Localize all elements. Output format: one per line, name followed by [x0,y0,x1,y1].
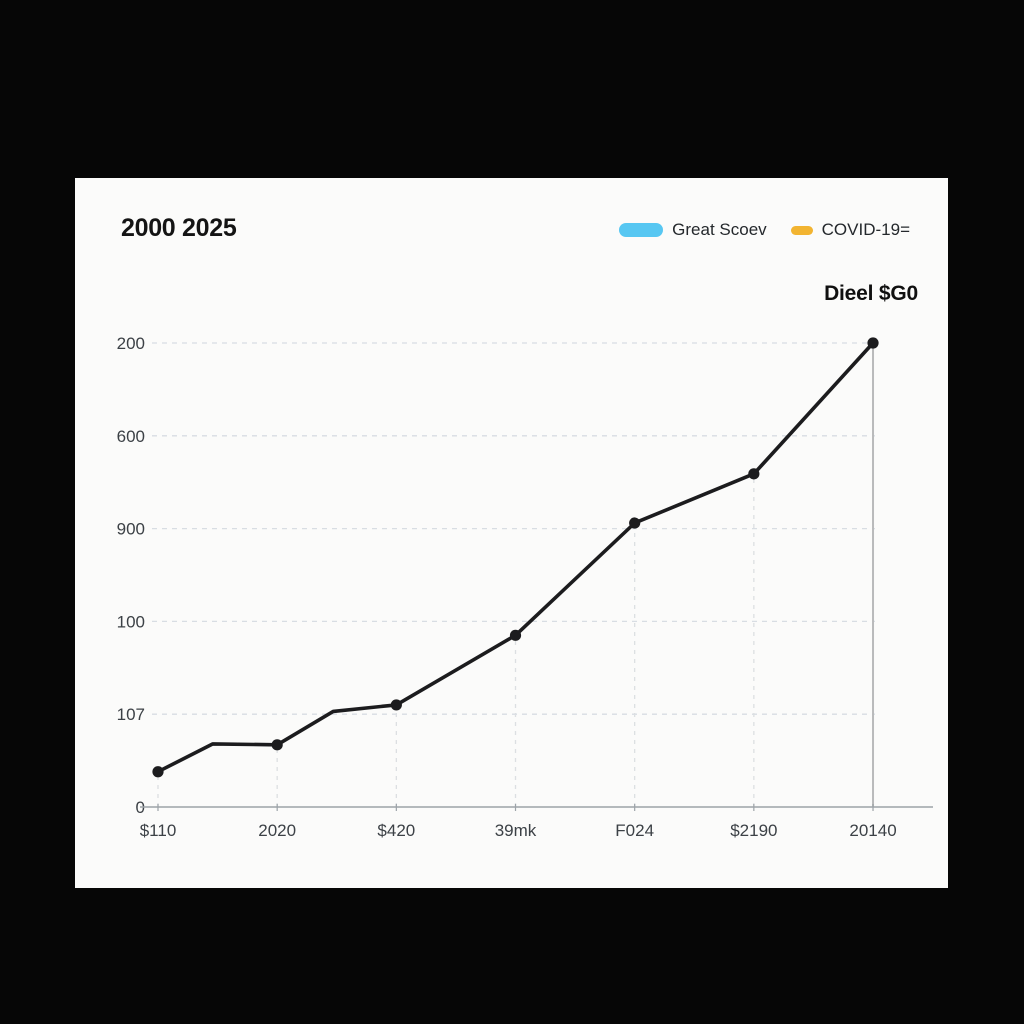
y-axis-tick-label: 100 [117,612,145,631]
x-axis-tick-label: 2020 [258,821,296,840]
chart-legend: Great Scoev COVID-19= [619,220,910,240]
legend-item-covid-19[interactable]: COVID-19= [790,220,910,240]
chart-card: 2006009001001070$1102020$42039mkF024$219… [75,178,948,888]
data-point-marker [271,739,283,751]
data-point-marker [867,337,879,349]
data-point-marker [629,517,641,529]
legend-label-great-scoev: Great Scoev [672,220,767,239]
x-axis-tick-label: 39mk [495,821,537,840]
y-axis-tick-label: 107 [117,705,145,724]
chart-title: 2000 2025 [121,214,237,242]
data-point-marker [509,629,522,641]
y-axis-tick-label: 900 [117,520,145,539]
data-point-marker [748,468,760,480]
x-axis-tick-label: 20140 [849,821,896,840]
data-point-marker [390,699,402,711]
legend-swatch-yellow-icon [790,225,813,235]
y-axis-tick-label: 600 [117,427,145,446]
x-axis-tick-label: $110 [140,821,177,840]
x-axis-tick-label: F024 [615,821,654,840]
x-axis-tick-label: $2190 [730,821,777,840]
legend-item-great-scoev[interactable]: Great Scoev [619,220,767,240]
legend-label-covid-19: COVID-19= [821,220,910,239]
line-chart: 2006009001001070$1102020$42039mkF024$219… [117,334,933,840]
x-axis-tick-label: $420 [377,821,415,840]
legend-swatch-blue-icon [619,223,664,237]
data-point-marker [152,766,164,778]
chart-corner-label: Dieel $G0 [824,282,918,305]
y-axis-tick-label: 200 [117,334,145,353]
